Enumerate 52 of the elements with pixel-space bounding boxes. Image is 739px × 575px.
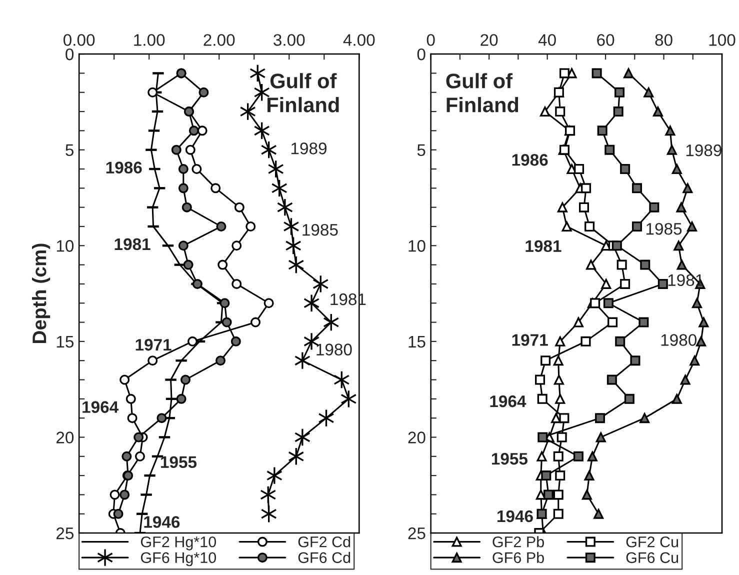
annotation: 1989 [291, 142, 326, 154]
x-tick-label: 2.00 [204, 34, 235, 46]
legend-label: GF2 Hg*10 [140, 536, 216, 550]
annotation: 1971 [512, 334, 548, 346]
annotation: 1989 [686, 144, 722, 156]
legend-label: GF6 Cd [298, 552, 350, 564]
legend-label: GF6 Pb [492, 552, 544, 564]
annotation: 1985 [646, 222, 682, 235]
annotation: 1946 [144, 516, 180, 528]
annotation: 1980 [316, 344, 352, 356]
annotation: Gulf of Finland [268, 73, 339, 112]
annotation: 1986 [106, 162, 142, 174]
y-axis-title: Depth (cm) [32, 244, 50, 344]
annotation: 1955 [161, 456, 197, 468]
annotation: Gulf of Finland [446, 73, 518, 112]
x-tick-label: 20 [480, 34, 498, 46]
y-tick-label: 15 [408, 336, 426, 348]
legend-label: GF6 Cu [626, 552, 678, 564]
annotation: 1980 [661, 334, 697, 346]
y-tick-label: 20 [56, 432, 74, 444]
legend-label: GF2 Cu [626, 536, 678, 548]
x-tick-label: 80 [655, 34, 672, 46]
annotation: 1964 [490, 395, 526, 408]
y-tick-label: 0 [66, 48, 74, 60]
annotation: 1981 [526, 240, 562, 252]
y-tick-label: 20 [408, 432, 426, 444]
y-tick-label: 5 [66, 144, 74, 156]
legend-label: GF6 Hg*10 [140, 552, 216, 566]
annotation: 1981 [114, 238, 150, 250]
y-tick-label: 0 [417, 48, 426, 60]
legend-label: GF2 Pb [492, 536, 544, 548]
annotation: 1946 [497, 510, 533, 522]
x-tick-label: 40 [538, 34, 556, 46]
legend-label: GF2 Cd [298, 536, 350, 548]
annotation: 1971 [136, 338, 172, 351]
x-tick-label: 0 [426, 34, 435, 46]
annotation: 1964 [82, 401, 119, 413]
x-tick-label: 1.00 [134, 34, 165, 46]
y-tick-label: 25 [56, 527, 74, 540]
x-tick-label: 0.00 [64, 34, 95, 46]
y-tick-label: 10 [408, 240, 426, 252]
x-tick-label: 60 [597, 34, 614, 46]
y-tick-label: 15 [56, 336, 74, 348]
y-tick-label: 5 [417, 144, 426, 156]
y-tick-label: 10 [56, 240, 74, 252]
annotation: 1985 [302, 224, 338, 236]
annotation: 1955 [492, 452, 528, 465]
x-tick-label: 4.00 [343, 34, 375, 46]
annotation: 1986 [512, 154, 548, 166]
x-tick-label: 3.00 [274, 34, 305, 46]
x-tick-label: 100 [709, 34, 736, 46]
y-tick-label: 25 [408, 527, 426, 540]
